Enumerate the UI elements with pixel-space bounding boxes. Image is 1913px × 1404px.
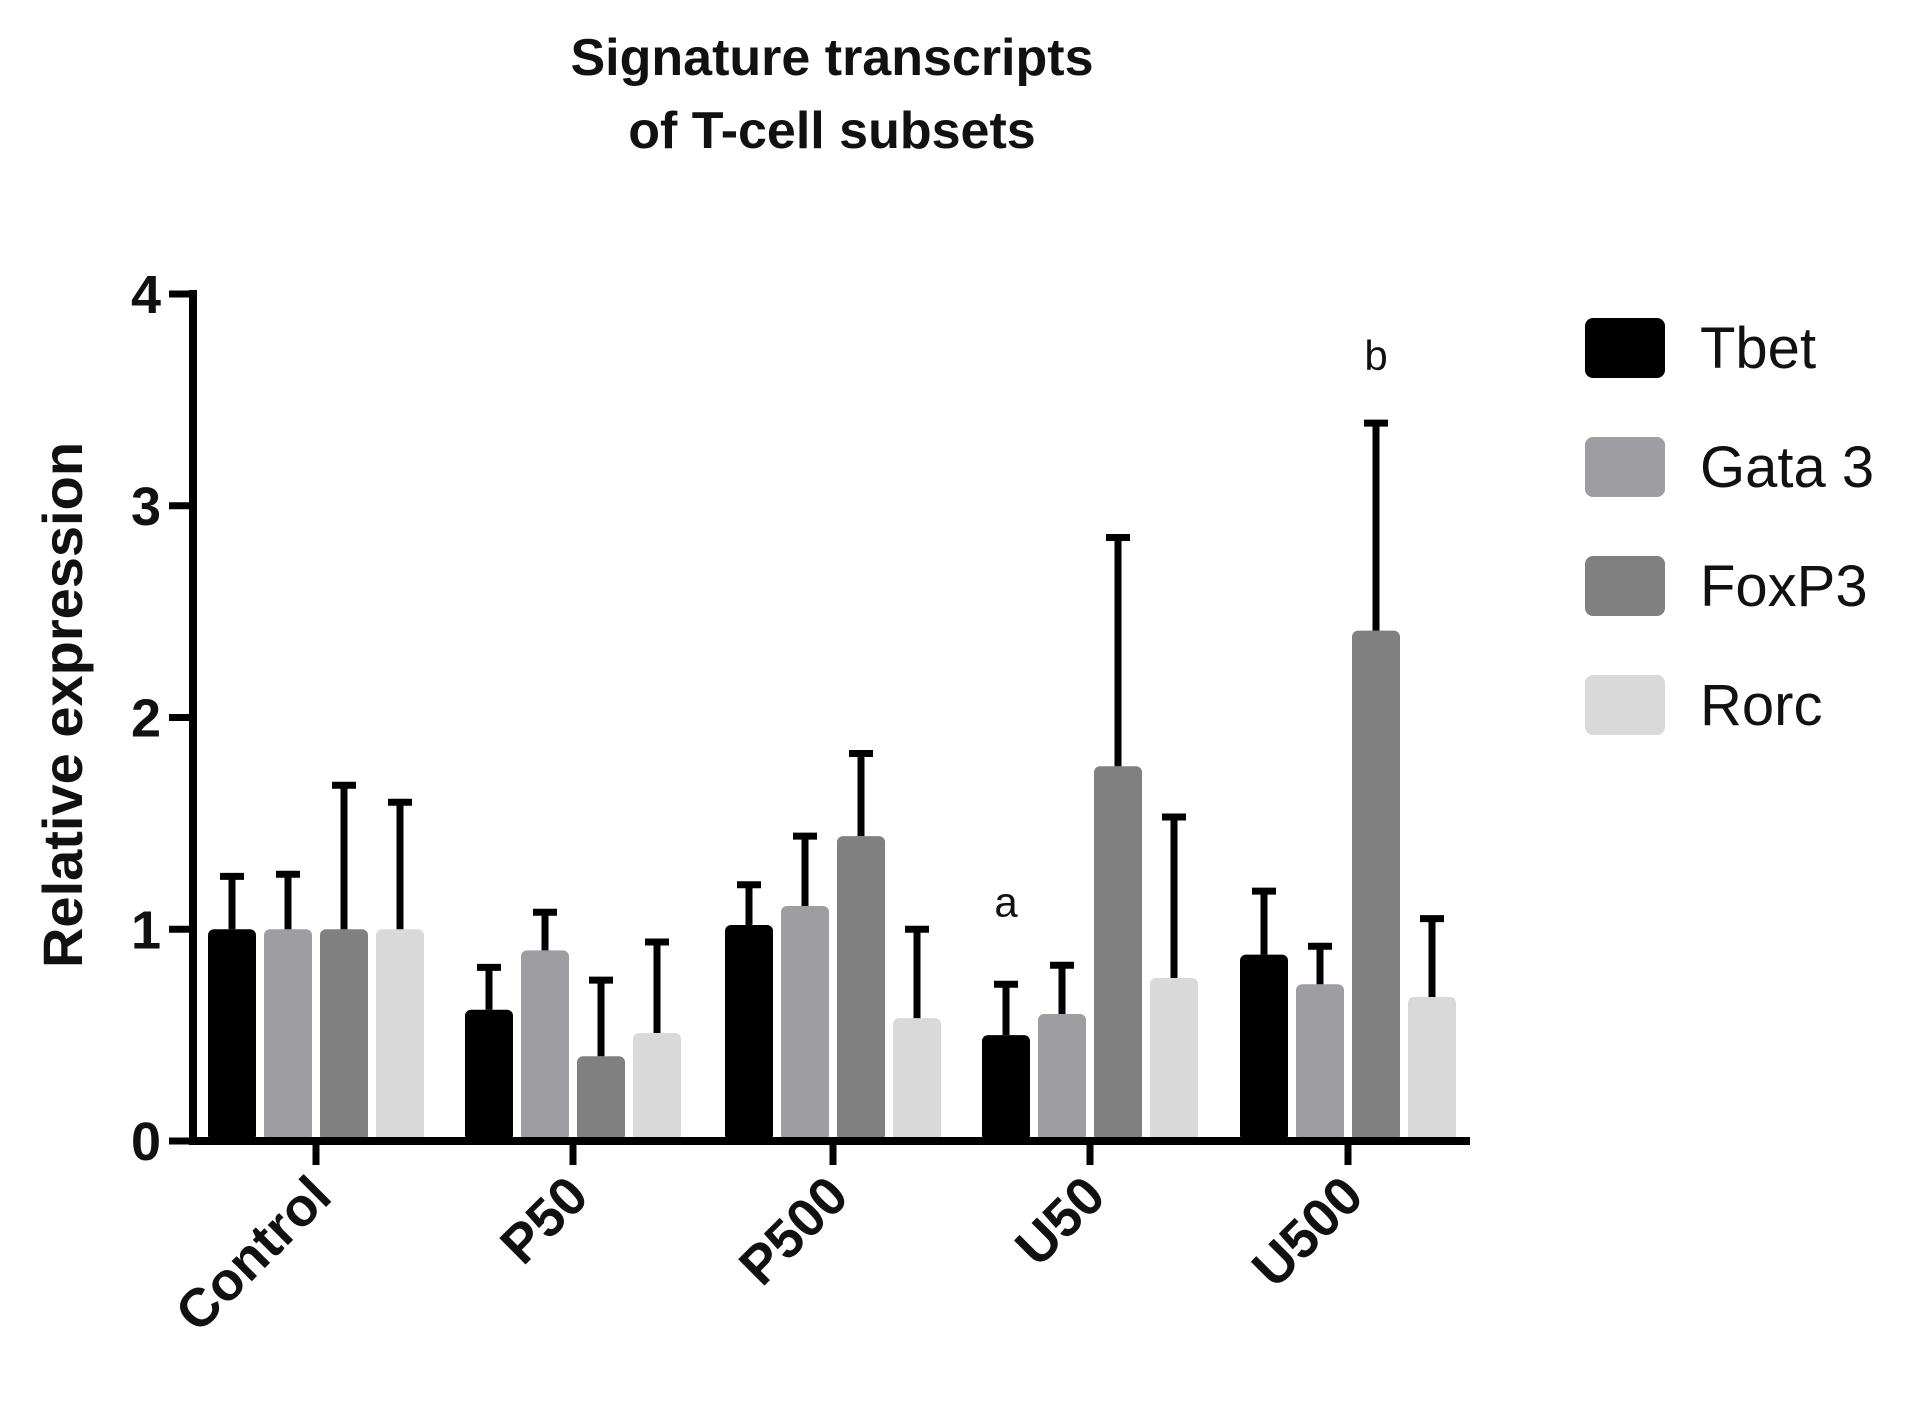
x-tick-label-u50: U50 (1004, 1165, 1116, 1277)
bar-rorc-p50 (633, 1033, 681, 1141)
bar-foxp3-p50 (577, 1056, 625, 1141)
bar-gata-3-p50 (521, 950, 569, 1141)
legend: Tbet Gata 3 FoxP3 Rorc (1585, 316, 1874, 738)
bar-tbet-u500 (1240, 954, 1288, 1141)
annotation-a: a (994, 879, 1018, 926)
legend-label-tbet: Tbet (1700, 316, 1816, 381)
annotation-b: b (1364, 332, 1387, 379)
bar-foxp3-control (320, 929, 368, 1141)
y-tick-label-3: 3 (131, 477, 161, 537)
bar-foxp3-u50 (1094, 766, 1142, 1141)
bar-tbet-control (208, 929, 256, 1141)
legend-label-foxp3: FoxP3 (1700, 554, 1868, 619)
plot-area: 0 1 2 3 4 Control P50 P500 U50 U500 a b (131, 265, 1470, 1343)
legend-swatch-tbet (1585, 318, 1665, 378)
y-tick-label-0: 0 (131, 1112, 161, 1172)
bar-gata-3-u50 (1038, 1013, 1086, 1141)
bar-tbet-p500 (725, 925, 773, 1141)
legend-swatch-rorc (1585, 675, 1665, 735)
legend-label-rorc: Rorc (1700, 673, 1822, 738)
y-axis-label: Relative expression (31, 442, 94, 968)
bar-gata-3-p500 (781, 905, 829, 1141)
chart-title-line-2: of T-cell subsets (628, 102, 1035, 160)
bar-rorc-u50 (1150, 977, 1198, 1141)
bar-rorc-u500 (1408, 997, 1456, 1141)
legend-label-gata-3: Gata 3 (1700, 435, 1874, 500)
x-tick-label-p500: P500 (728, 1165, 860, 1297)
y-tick-label-4: 4 (131, 265, 161, 325)
x-tick-label-p50: P50 (489, 1165, 599, 1275)
bar-tbet-p50 (465, 1009, 513, 1141)
bar-foxp3-u500 (1352, 630, 1400, 1141)
bar-rorc-p500 (893, 1018, 941, 1141)
y-tick-label-2: 2 (131, 689, 161, 749)
x-tick-label-control: Control (164, 1165, 342, 1343)
chart-title-line-1: Signature transcripts (570, 29, 1093, 87)
legend-swatch-gata-3 (1585, 437, 1665, 497)
bar-gata-3-u500 (1296, 984, 1344, 1141)
legend-swatch-foxp3 (1585, 556, 1665, 616)
x-tick-label-u500: U500 (1241, 1165, 1375, 1299)
bar-gata-3-control (264, 929, 312, 1141)
bar-foxp3-p500 (837, 836, 885, 1141)
bar-tbet-u50 (982, 1035, 1030, 1141)
y-tick-label-1: 1 (131, 900, 161, 960)
bar-rorc-control (376, 929, 424, 1141)
